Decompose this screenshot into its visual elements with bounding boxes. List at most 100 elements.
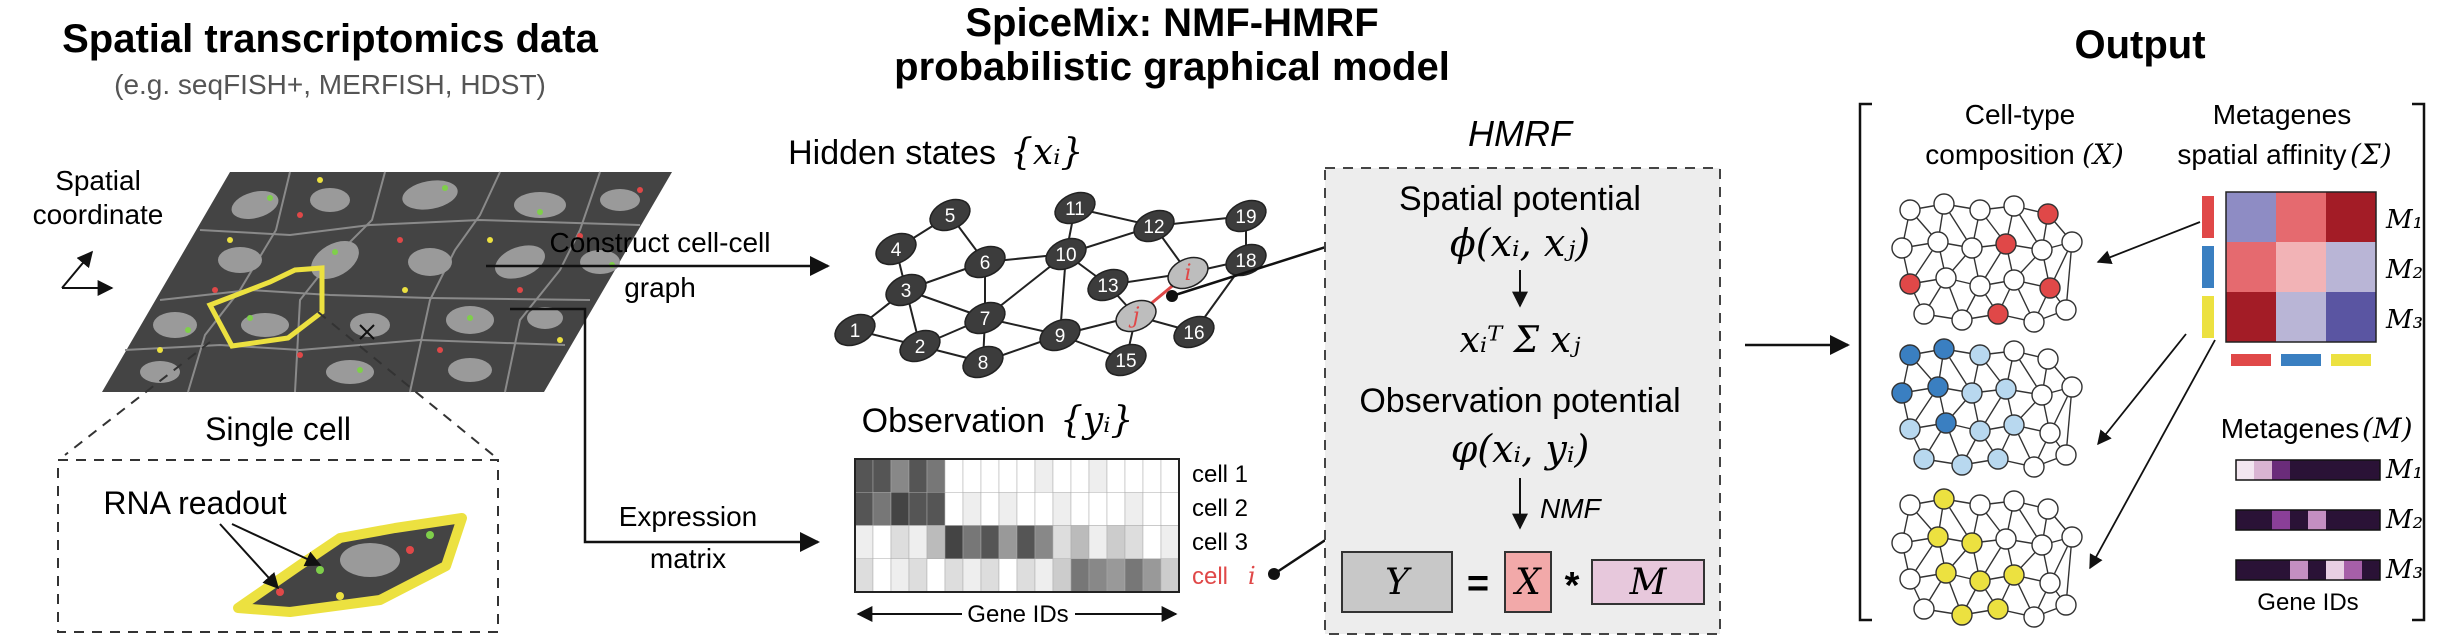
celltype-graph <box>1891 193 2083 333</box>
quadratic-form-math: xᵢᵀ Σ xⱼ <box>1460 320 1581 361</box>
celltype-node <box>1927 376 1949 398</box>
expression-matrix <box>854 458 1180 593</box>
graph-node-label: 3 <box>901 281 912 302</box>
matrix-cell <box>998 458 1018 493</box>
expression-matrix-border <box>854 458 1180 593</box>
spatial-potential-label: Spatial potential <box>1399 180 1641 218</box>
matrix-cell <box>1088 525 1108 559</box>
celltype-node <box>1935 267 1957 289</box>
matrix-cell <box>908 492 928 526</box>
left-panel: Spatial transcriptomics data (e.g. seqFI… <box>33 17 672 633</box>
matrix-cell <box>872 458 892 493</box>
matrix-cell <box>1106 558 1126 593</box>
metagene-cell <box>2254 560 2272 580</box>
matrix-cell <box>872 558 892 593</box>
celltype-node <box>2037 498 2059 520</box>
matrix-cell <box>926 458 946 493</box>
matrix-cell <box>1034 458 1054 493</box>
matrix-cell <box>998 525 1018 559</box>
celltype-node <box>1987 448 2009 470</box>
graph-node-label: 11 <box>1065 199 1085 220</box>
celltype-node <box>1935 412 1957 434</box>
graph-node: 15 <box>1105 343 1147 377</box>
celltype-node <box>2061 376 2083 398</box>
metagene-cell <box>2236 510 2254 530</box>
left-bracket <box>1858 102 1872 622</box>
celltype-node <box>1927 526 1949 548</box>
celltype-node <box>2031 384 2053 406</box>
metagene-cell <box>2308 510 2326 530</box>
left-subtitle: (e.g. seqFISH+, MERFISH, HDST) <box>114 69 546 100</box>
output-panel: Output Cell-type composition (X) Metagen… <box>1858 23 2426 628</box>
affinity-cell <box>2276 192 2326 242</box>
graph-node-label: 4 <box>891 240 902 261</box>
celltype-node <box>2023 311 2045 333</box>
matrix-cell <box>1160 458 1180 493</box>
metagene-cell <box>2326 560 2344 580</box>
metagene-cell <box>2362 560 2380 580</box>
observation-label: Observation <box>862 402 1045 440</box>
matrix-cell <box>926 525 946 559</box>
celltype-node <box>2037 203 2059 225</box>
matrix-cell <box>980 525 1000 559</box>
matrix-cell <box>890 458 910 493</box>
matrix-cell <box>1124 458 1144 493</box>
celltype-node <box>2037 348 2059 370</box>
zoom-lines <box>64 311 494 456</box>
graph-node: 12 <box>1133 209 1175 243</box>
m3-label: M₃ <box>2385 305 2423 335</box>
celltype-node <box>1987 598 2009 620</box>
metagenes-math: (M) <box>2362 412 2413 445</box>
celltype-node <box>2003 414 2025 436</box>
celltype-node <box>2031 239 2053 261</box>
matrix-cell <box>872 492 892 526</box>
metagene-color-tag <box>2281 354 2321 366</box>
matrix-cell <box>1088 458 1108 493</box>
metagene-color-tag <box>2231 354 2271 366</box>
celltype-node <box>1961 382 1983 404</box>
celltype-node <box>1913 598 1935 620</box>
matrix-cell <box>1070 458 1090 493</box>
celltype-node <box>1951 604 1973 626</box>
celltype-node <box>2061 526 2083 548</box>
metagene-cell <box>2344 460 2362 480</box>
metagene-cell <box>2236 460 2254 480</box>
matrix-Y-box <box>1341 551 1453 613</box>
cell-2-label: cell 2 <box>1192 495 1248 522</box>
metagene-m3-label: M₃ <box>2385 555 2423 585</box>
matrix-cell <box>1016 458 1036 493</box>
affinity-cell <box>2226 242 2276 292</box>
cross-marker-icon <box>359 324 375 340</box>
matrix-cell <box>1016 525 1036 559</box>
hidden-states-label: Hidden states <box>788 134 996 172</box>
graph-node-label: 5 <box>945 206 956 227</box>
expression-label-line1: Expression <box>619 501 758 532</box>
matrix-cell <box>1106 492 1126 526</box>
celltype-node <box>2003 195 2025 217</box>
matrix-cell <box>1124 558 1144 593</box>
graph-node-label: 15 <box>1115 351 1136 372</box>
celltype-node <box>1899 568 1921 590</box>
observation-math: {yᵢ} <box>1060 400 1133 441</box>
matrix-cell <box>962 558 982 593</box>
metagene-m2-label: M₂ <box>2385 505 2423 535</box>
metagene-cell <box>2308 460 2326 480</box>
celltype-node <box>1913 448 1935 470</box>
celltype-node <box>2023 606 2045 628</box>
matrix-M-label: M <box>1629 562 1668 603</box>
rna-readout-label: RNA readout <box>103 485 286 521</box>
graph-node: 19 <box>1225 199 1267 233</box>
graph-node-label: 13 <box>1097 276 1118 297</box>
graph-node: 10 <box>1045 237 1087 271</box>
matrix-cell <box>962 458 982 493</box>
celltype-node <box>1961 237 1983 259</box>
matrix-cell <box>1088 558 1108 593</box>
matrix-cell <box>1160 558 1180 593</box>
celltype-node <box>1995 528 2017 550</box>
metagene-cell <box>2272 460 2290 480</box>
matrix-cell <box>926 558 946 593</box>
matrix-cell <box>944 558 964 593</box>
output-title: Output <box>2074 23 2205 67</box>
celltype-node <box>1933 193 1955 215</box>
